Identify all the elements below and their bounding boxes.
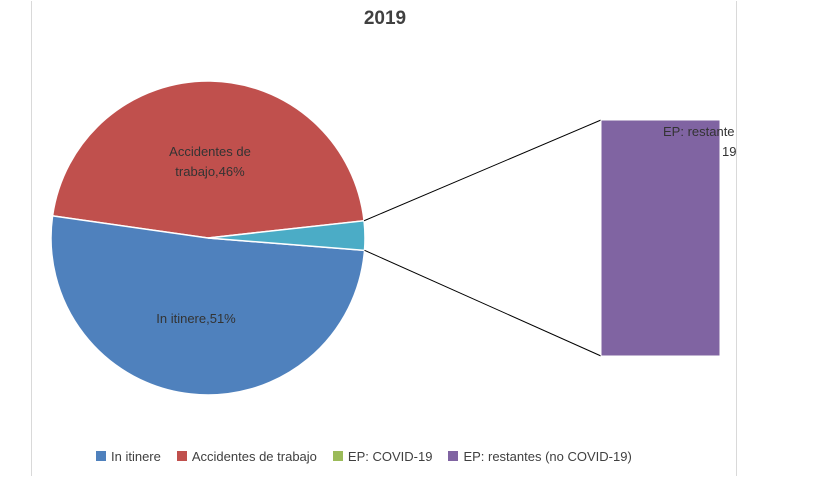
data-label-accidentes-de-trabajo: Accidentes de bbox=[169, 144, 251, 159]
chart-frame bbox=[31, 1, 737, 476]
pie-slice-in-itinere bbox=[50, 215, 366, 396]
legend-swatch bbox=[332, 451, 343, 461]
data-label-ep-restantes: EP: restante bbox=[663, 124, 735, 139]
legend-swatch bbox=[448, 451, 459, 461]
connector-line-top bbox=[363, 119, 602, 222]
connector-line-bottom bbox=[364, 249, 602, 357]
pie-slice-other bbox=[207, 219, 366, 252]
data-label-in-itinere: In itinere,51% bbox=[156, 311, 236, 326]
chart-title: 2019 bbox=[363, 8, 407, 29]
legend-label: In itinere bbox=[111, 448, 161, 464]
legend-label: Accidentes de trabajo bbox=[191, 448, 317, 464]
legend-item-in-itinere: In itinere bbox=[96, 449, 161, 464]
data-label-ep-restantes: 19 bbox=[722, 144, 736, 159]
data-label-accidentes-de-trabajo: trabajo,46% bbox=[175, 164, 245, 179]
legend-item-restantes: EP: restantes (no COVID-19) bbox=[448, 448, 632, 464]
legend-item-covid: EP: COVID-19 bbox=[332, 448, 433, 464]
legend: In itinere Accidentes de trabajo EP: COV… bbox=[96, 446, 648, 466]
legend-swatch bbox=[176, 451, 187, 461]
bar-segment-ep-restantes bbox=[600, 119, 721, 357]
pie-slice-accidentes-de-trabajo bbox=[51, 80, 365, 239]
legend-label: EP: COVID-19 bbox=[347, 448, 433, 464]
legend-item-accidentes: Accidentes de trabajo bbox=[176, 448, 317, 464]
legend-swatch bbox=[96, 451, 106, 461]
legend-label: EP: restantes (no COVID-19) bbox=[463, 448, 632, 464]
